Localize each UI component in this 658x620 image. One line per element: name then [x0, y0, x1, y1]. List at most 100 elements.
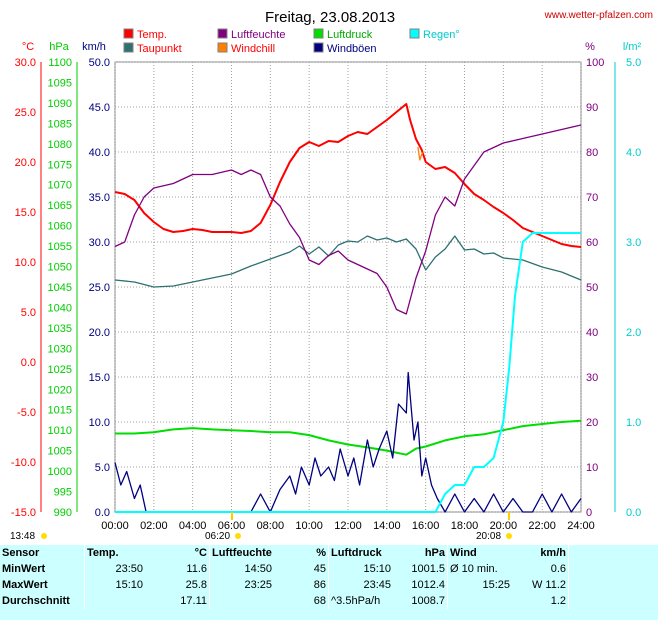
x-tick-label: 10:00 [295, 520, 323, 532]
cell-value: 1001.5 [411, 563, 445, 575]
rain-tick-label: 5.0 [626, 57, 641, 69]
legend-swatch [217, 42, 228, 53]
hpa-tick-label: 1010 [48, 425, 72, 437]
hpa-tick-label: 1085 [48, 118, 72, 130]
hpa-tick-label: 1060 [48, 221, 72, 233]
moon-icon [506, 533, 512, 539]
pct-tick-label: 10 [586, 462, 598, 474]
hpa-tick-label: 1020 [48, 384, 72, 396]
rain-tick-label: 2.0 [626, 327, 641, 339]
series-windchill [417, 146, 425, 161]
x-tick-label: 14:00 [373, 520, 401, 532]
x-tick-label: 08:00 [257, 520, 285, 532]
temp-tick-label: 0.0 [21, 357, 36, 369]
legend-label: Windchill [231, 43, 275, 55]
hpa-tick-label: 1100 [48, 57, 72, 69]
pct-tick-label: 90 [586, 102, 598, 114]
legend-swatch [313, 28, 324, 39]
temp-tick-label: -10.0 [11, 457, 36, 469]
cell-empty [568, 577, 658, 593]
cell-time: 23:25 [209, 577, 274, 593]
cell-value: 1.2 [550, 595, 566, 607]
x-tick-label: 18:00 [451, 520, 479, 532]
cell-value: 86 [313, 579, 326, 591]
hdr-hum: Luftfeuchte [209, 545, 274, 561]
pct-tick-label: 60 [586, 237, 598, 249]
rain-tick-label: 4.0 [626, 147, 641, 159]
legend-label: Luftfeuchte [231, 29, 285, 41]
temp-tick-label: 25.0 [15, 107, 36, 119]
cell-empty [568, 593, 658, 609]
chart-title: Freitag, 23.08.2013 [265, 9, 395, 26]
x-tick-label: 16:00 [412, 520, 440, 532]
hpa-tick-label: 995 [54, 487, 72, 499]
cell-value: 1008.7 [411, 595, 445, 607]
sunset-time: 20:08 [476, 531, 501, 542]
pct-tick-label: 20 [586, 417, 598, 429]
hpa-tick-label: 1040 [48, 302, 72, 314]
x-tick-label: 06:00 [218, 520, 246, 532]
cell-value: 45 [313, 563, 326, 575]
hpa-tick-label: 1000 [48, 466, 72, 478]
series-luftfeuchte [114, 124, 582, 315]
cell-time: 15:10 [328, 561, 393, 577]
temp-tick-label: -5.0 [17, 407, 36, 419]
pct-tick-label: 70 [586, 192, 598, 204]
cell-value: 68 [313, 595, 326, 607]
temp-tick-label: 5.0 [21, 307, 36, 319]
legend-label: Luftdruck [327, 29, 373, 41]
pct-tick-label: 0 [586, 507, 592, 519]
kmh-tick-label: 20.0 [89, 327, 110, 339]
pct-tick-label: 50 [586, 282, 598, 294]
hdr-press-unit: hPa [424, 547, 445, 559]
cell-value: 11.6 [186, 563, 207, 575]
kmh-tick-label: 25.0 [89, 282, 110, 294]
hpa-tick-label: 1050 [48, 262, 72, 274]
temp-tick-label: -15.0 [11, 507, 36, 519]
hpa-tick-label: 1090 [48, 98, 72, 110]
x-tick-label: 04:00 [179, 520, 207, 532]
rain-tick-label: 1.0 [626, 417, 641, 429]
sunrise-time: 06:20 [205, 531, 230, 542]
day-length: 13:48 [10, 531, 35, 542]
hpa-tick-label: 1035 [48, 323, 72, 335]
kmh-tick-label: 40.0 [89, 147, 110, 159]
series-luftdruck [115, 419, 582, 456]
cell-time [209, 593, 274, 609]
legend-swatch [409, 28, 420, 39]
hpa-tick-label: 1055 [48, 241, 72, 253]
x-tick-label: 00:00 [101, 520, 129, 532]
cell-value: W 11.2 [531, 579, 566, 591]
row-label: MinWert [2, 563, 46, 575]
hpa-tick-label: 990 [54, 507, 72, 519]
rain-tick-label: 3.0 [626, 237, 641, 249]
hpa-tick-label: 1015 [48, 405, 72, 417]
hpa-tick-label: 1065 [48, 200, 72, 212]
grid [40, 61, 616, 513]
sun-small-icon [41, 533, 47, 539]
cell-value: 17.11 [180, 595, 207, 607]
hdr-temp-unit: °C [194, 547, 207, 559]
axis-ticks: 30.0 25.0 20.0 15.0 10.0 5.0 0.0 -5.0 -10.0 -15.0… [11, 57, 641, 532]
cell-time: Ø 10 min. [447, 561, 512, 577]
sun-icon [235, 533, 241, 539]
legend-swatch [217, 28, 228, 39]
unit-rain: l/m² [623, 41, 642, 53]
hdr-hum-unit: % [316, 547, 326, 559]
unit-percent: % [585, 41, 595, 53]
cell-value: 1012.4 [411, 579, 445, 591]
hpa-tick-label: 1045 [48, 282, 72, 294]
series-taupunkt [114, 235, 582, 288]
temp-tick-label: 15.0 [15, 207, 36, 219]
legend-swatch [313, 42, 324, 53]
site-link[interactable]: www.wetter-pfalzen.com [544, 10, 653, 21]
hpa-tick-label: 1030 [48, 343, 72, 355]
hdr-temp: Temp. [84, 545, 145, 561]
row-label: Durchschnitt [2, 595, 70, 607]
kmh-tick-label: 45.0 [89, 102, 110, 114]
cell-value: 25.8 [185, 579, 207, 591]
pct-tick-label: 30 [586, 372, 598, 384]
legend-label: Temp. [137, 29, 167, 41]
pct-tick-label: 100 [586, 57, 604, 69]
pct-tick-label: 80 [586, 147, 598, 159]
